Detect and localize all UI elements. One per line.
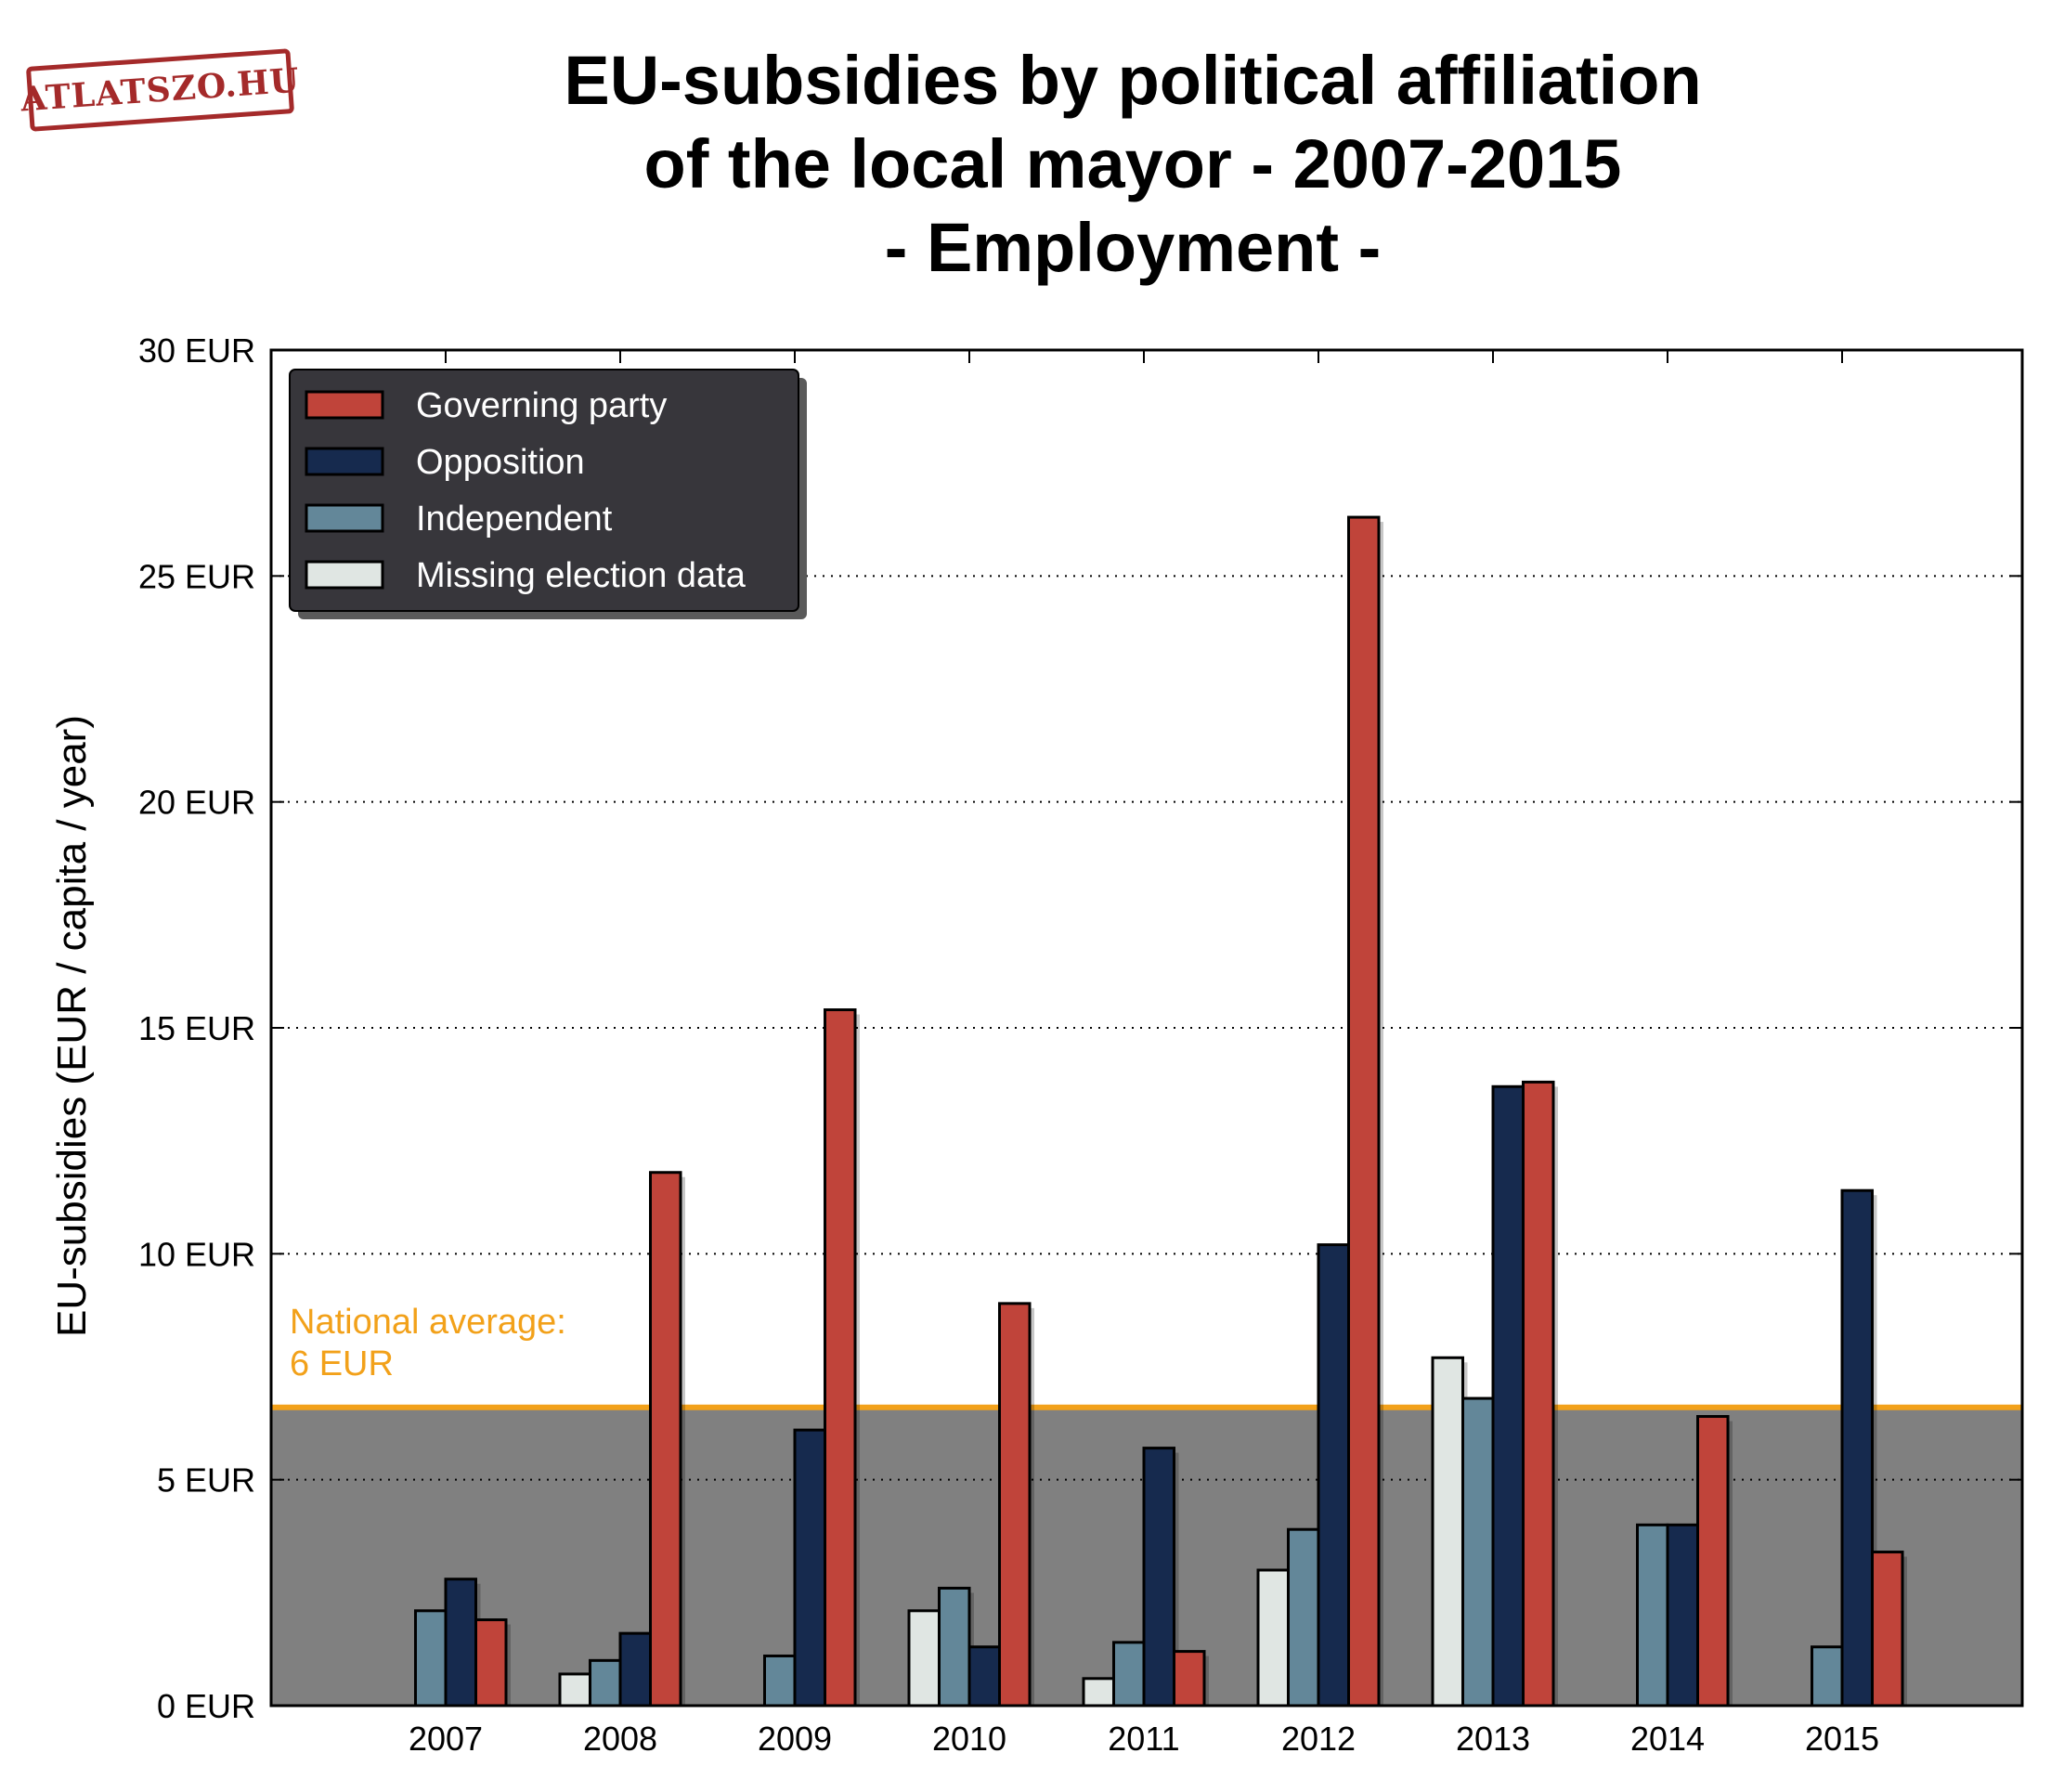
bar-opposition-2010	[967, 1645, 1001, 1708]
bar-opposition-2008	[618, 1631, 652, 1708]
bar-missing-2011	[1082, 1677, 1115, 1708]
x-tick-label-2010: 2010	[932, 1720, 1006, 1758]
bar-independent-2011	[1112, 1641, 1146, 1708]
bar-governing-2015	[1871, 1551, 1904, 1708]
y-axis-label: EU-subsidies (EUR / capita / year)	[49, 715, 95, 1337]
bar-opposition-2015	[1840, 1188, 1874, 1708]
legend-label-opposition: Opposition	[416, 443, 585, 482]
x-tick-label-2014: 2014	[1630, 1720, 1705, 1758]
bar-independent-2009	[763, 1654, 797, 1708]
bar-independent-2013	[1461, 1396, 1495, 1708]
x-tick-label-2013: 2013	[1456, 1720, 1530, 1758]
national-average-value-label: 6 EUR	[290, 1344, 394, 1383]
y-tick-label: 15 EUR	[138, 1009, 255, 1047]
bar-missing-2010	[907, 1609, 941, 1708]
legend-swatch-opposition	[305, 447, 384, 476]
bar-independent-2007	[414, 1609, 448, 1708]
bar-governing-2011	[1173, 1650, 1206, 1708]
bar-independent-2008	[589, 1658, 622, 1708]
x-tick-label-2007: 2007	[409, 1720, 483, 1758]
bar-governing-2009	[824, 1008, 857, 1708]
bar-independent-2012	[1287, 1527, 1320, 1708]
x-tick-label-2011: 2011	[1108, 1720, 1179, 1758]
legend-swatch-independent	[305, 503, 384, 533]
y-tick-label: 30 EUR	[138, 331, 255, 370]
bar-governing-2007	[474, 1618, 508, 1708]
legend-swatch-missing	[305, 560, 384, 590]
chart-title-line-1: EU-subsidies by political affiliation	[564, 42, 1702, 119]
bar-governing-2014	[1696, 1415, 1730, 1708]
bar-independent-2010	[938, 1586, 971, 1708]
chart-title-line-3: - Employment -	[884, 209, 1382, 286]
y-tick-label: 25 EUR	[138, 557, 255, 595]
bar-independent-2014	[1636, 1523, 1669, 1708]
y-tick-label: 10 EUR	[138, 1235, 255, 1273]
bar-opposition-2007	[444, 1578, 477, 1708]
legend-label-missing: Missing election data	[416, 556, 746, 595]
legend-swatch-governing	[305, 390, 384, 420]
x-tick-label-2008: 2008	[583, 1720, 657, 1758]
y-tick-label: 5 EUR	[157, 1461, 255, 1500]
legend-label-governing: Governing party	[416, 386, 667, 425]
y-tick-label: 0 EUR	[157, 1687, 255, 1725]
legend-box	[289, 369, 799, 612]
bar-opposition-2011	[1142, 1447, 1175, 1708]
x-tick-label-2009: 2009	[758, 1720, 832, 1758]
bar-missing-2013	[1431, 1356, 1464, 1708]
chart-title-line-2: of the local mayor - 2007-2015	[643, 125, 1622, 202]
national-average-label: National average:	[290, 1303, 566, 1342]
legend-label-independent: Independent	[416, 500, 613, 539]
bar-independent-2015	[1811, 1645, 1844, 1708]
bar-opposition-2013	[1491, 1084, 1525, 1708]
bar-governing-2013	[1522, 1080, 1555, 1708]
bar-opposition-2014	[1666, 1523, 1699, 1708]
bar-missing-2012	[1256, 1568, 1290, 1708]
bar-opposition-2012	[1317, 1243, 1350, 1708]
x-tick-label-2015: 2015	[1805, 1720, 1879, 1758]
bar-governing-2010	[998, 1302, 1032, 1708]
bar-missing-2008	[558, 1672, 591, 1708]
x-tick-label-2012: 2012	[1281, 1720, 1356, 1758]
y-tick-label: 20 EUR	[138, 784, 255, 822]
bar-opposition-2009	[793, 1428, 826, 1708]
bar-governing-2008	[649, 1171, 682, 1708]
bar-governing-2012	[1347, 515, 1381, 1708]
